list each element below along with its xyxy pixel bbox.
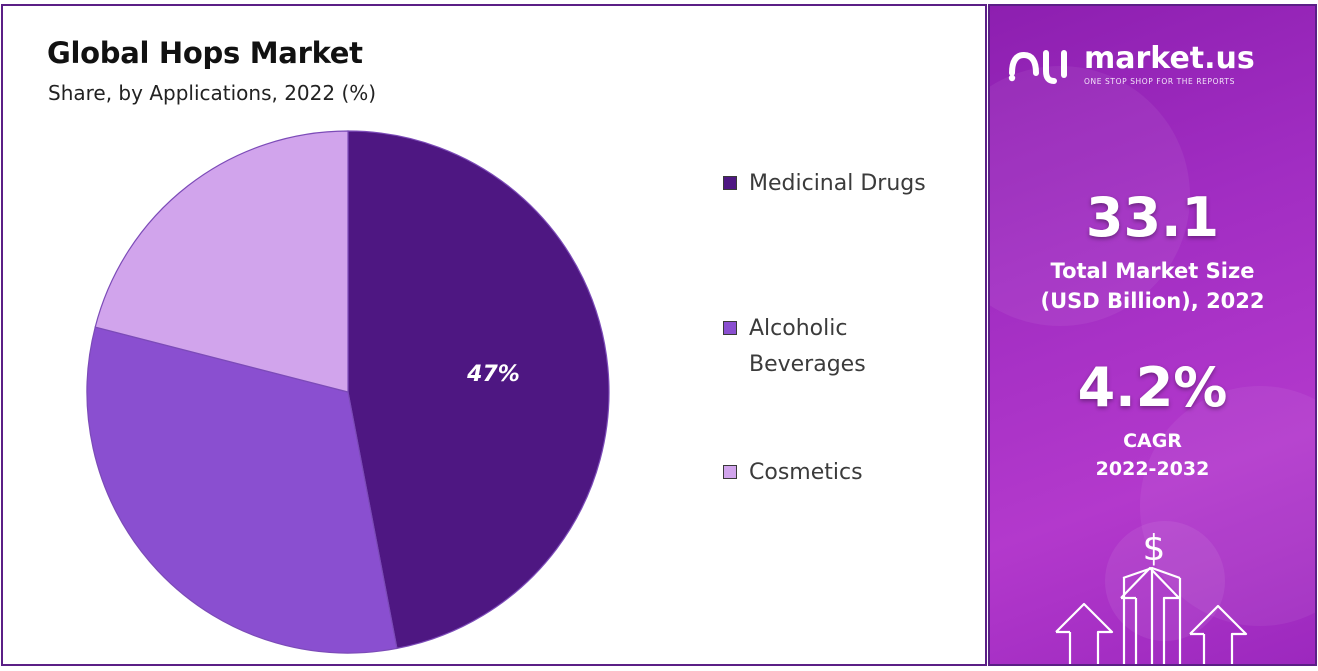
pie-slice-medicinal-drugs (347, 130, 610, 650)
up-arrow-icon (1120, 566, 1181, 664)
dollar-icon: $ (1143, 528, 1166, 569)
legend-swatch (723, 321, 737, 335)
brand: market.us ONE STOP SHOP FOR THE REPORTS (1008, 44, 1255, 86)
summary-sidebar: market.us ONE STOP SHOP FOR THE REPORTS … (988, 4, 1317, 666)
chart-title: Global Hops Market (47, 36, 363, 70)
legend-label: Medicinal Drugs (749, 171, 926, 196)
chart-panel: Global Hops Market Share, by Application… (1, 4, 987, 666)
legend-item-cosmetics: Cosmetics (723, 455, 949, 491)
cagr-label: CAGR (1123, 430, 1182, 452)
pie-data-label: 47% (466, 362, 520, 387)
cagr-period: 2022-2032 (1095, 458, 1210, 480)
up-arrow-icon (1122, 566, 1182, 664)
legend-label: Cosmetics (749, 460, 863, 485)
up-arrow-icon (1189, 604, 1248, 664)
brand-tagline: ONE STOP SHOP FOR THE REPORTS (1084, 77, 1235, 86)
legend-label-line-2: Beverages (749, 352, 866, 377)
market-us-logo-icon (1008, 50, 1067, 84)
market-size-value: 33.1 (1085, 186, 1220, 249)
legend-swatch (723, 176, 737, 190)
background-glow (990, 66, 1190, 326)
brand-name: market.us (1084, 41, 1255, 76)
pie-chart: 47% (86, 130, 610, 654)
up-arrow-icon (1055, 602, 1114, 664)
cagr-value: 4.2% (1077, 356, 1228, 419)
legend-item-alcoholic-beverages: Alcoholic Beverages (723, 311, 949, 383)
market-size-label-line-1: Total Market Size (1050, 259, 1255, 283)
pie-slice-cosmetics (94, 130, 349, 393)
legend-item-medicinal-drugs: Medicinal Drugs (723, 166, 949, 202)
growth-illustration: $ (1055, 521, 1248, 664)
pie-slice-alcoholic-beverages (86, 326, 398, 654)
chart-subtitle: Share, by Applications, 2022 (%) (48, 81, 377, 105)
market-size-label-line-2: (USD Billion), 2022 (1040, 289, 1265, 313)
legend-label: Alcoholic Beverages (749, 311, 949, 383)
legend-label-line-1: Alcoholic (749, 316, 848, 341)
legend-swatch (723, 465, 737, 479)
